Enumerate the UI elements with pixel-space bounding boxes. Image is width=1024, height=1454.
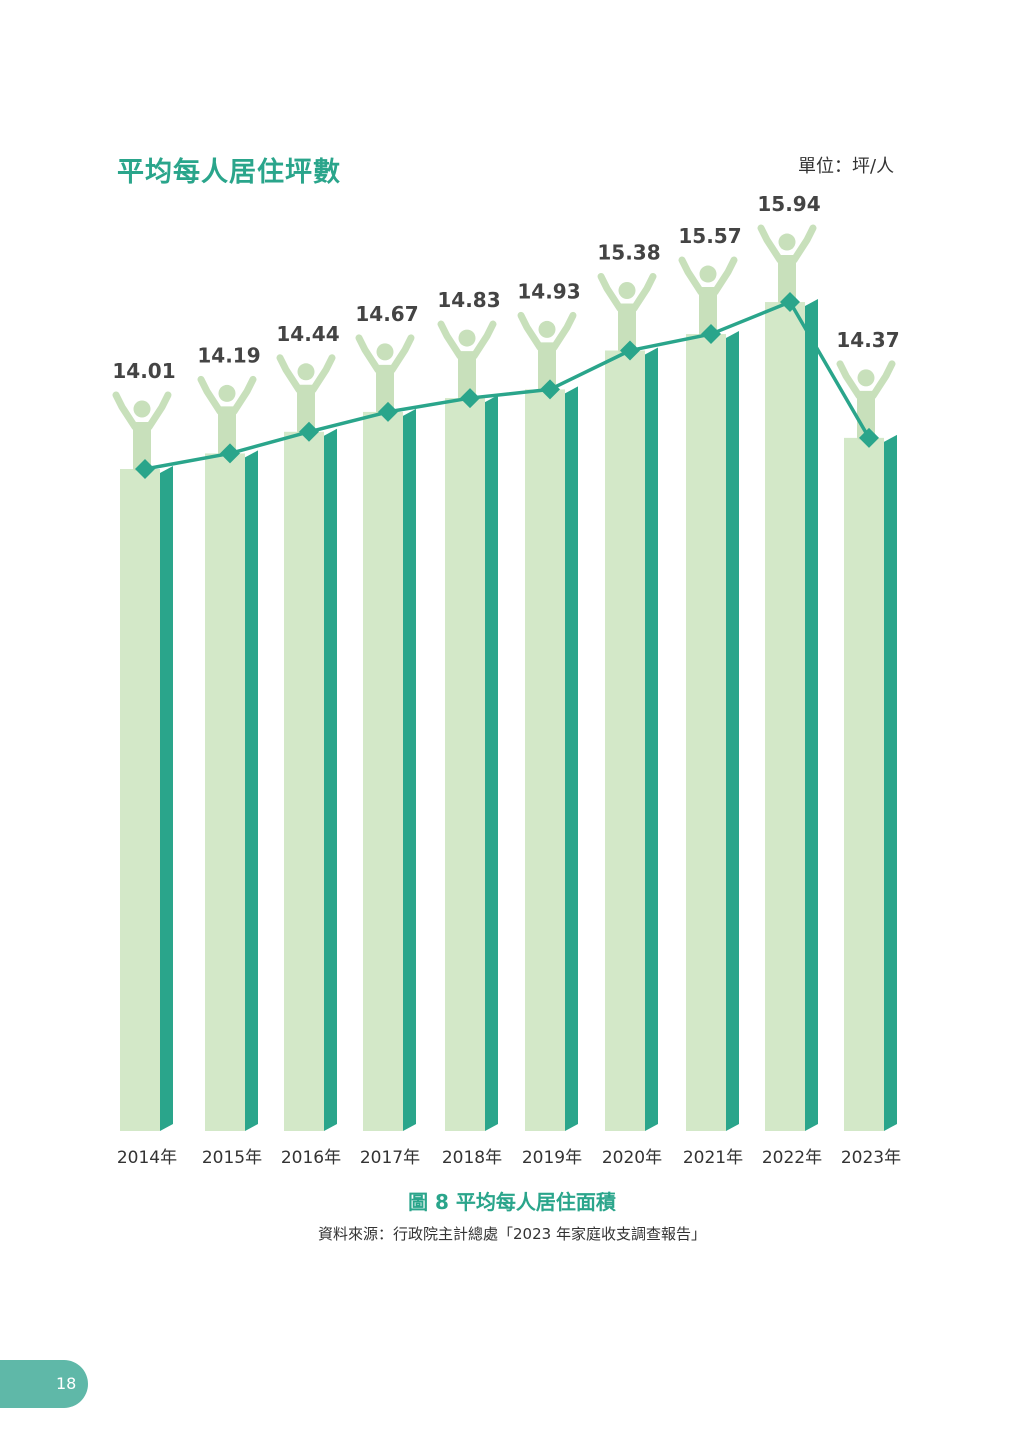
bar-2018年 <box>445 398 485 1131</box>
person-icon-body <box>458 351 476 401</box>
series-line <box>144 300 871 471</box>
person-icon <box>538 320 556 338</box>
line-marker-diamond <box>701 324 721 345</box>
person-icon-body <box>297 384 315 434</box>
person-icon-arm-left <box>112 391 139 431</box>
bar-2015年 <box>205 453 245 1131</box>
person-icon-body <box>618 303 636 353</box>
person-icon <box>133 400 151 418</box>
person-icon <box>297 363 315 381</box>
person-icon-body <box>133 422 151 471</box>
person-icon-arm-left <box>276 354 303 394</box>
person-icon-arm-right <box>550 311 577 351</box>
person-icon-body <box>218 406 236 456</box>
line-marker-diamond <box>780 292 800 313</box>
person-icon-arm-right <box>388 334 415 374</box>
page-number-tab <box>0 1360 88 1408</box>
person-icon-arm-right <box>230 375 257 415</box>
line-marker-diamond <box>540 379 560 400</box>
x-tick-label: 2022年 <box>762 1148 822 1168</box>
person-icon <box>699 265 717 283</box>
page-number: 18 <box>56 1374 77 1393</box>
data-label: 14.93 <box>517 279 580 303</box>
person-icon-arm-right <box>711 256 738 296</box>
person-icon-arm-left <box>678 256 705 296</box>
person-icon <box>218 384 236 402</box>
bar-side-2021年 <box>726 331 739 1131</box>
figure-caption: 圖 8 平均每人居住面積 <box>408 1190 616 1214</box>
x-tick-label: 2023年 <box>841 1148 901 1168</box>
person-icon-arm-right <box>145 391 172 431</box>
data-label: 15.94 <box>757 192 820 216</box>
bar-side-2014年 <box>160 466 173 1131</box>
person-icon-body <box>699 287 717 337</box>
bar-2022年 <box>765 302 805 1131</box>
person-icon-arm-right <box>790 224 817 264</box>
data-label: 14.01 <box>112 359 175 383</box>
person-icon-arm-left <box>757 224 784 264</box>
bar-side-2019年 <box>565 386 578 1131</box>
person-icon-body <box>778 255 796 305</box>
data-label: 14.37 <box>836 328 899 352</box>
bar-2017年 <box>363 411 403 1131</box>
person-icon <box>376 343 394 361</box>
bar-side-2017年 <box>403 408 416 1131</box>
x-tick-label: 2016年 <box>281 1148 341 1168</box>
x-tick-label: 2017年 <box>360 1148 420 1168</box>
line-marker-diamond <box>859 427 879 448</box>
x-tick-label: 2021年 <box>683 1148 743 1168</box>
x-tick-label: 2018年 <box>442 1148 502 1168</box>
person-icon-arm-right <box>869 360 896 400</box>
chart-title: 平均每人居住坪數 <box>117 157 341 188</box>
person-icon-arm-left <box>836 360 863 400</box>
data-label: 15.57 <box>678 224 741 248</box>
person-icon-body <box>376 364 394 414</box>
bar-side-2023年 <box>884 434 897 1131</box>
x-tick-label: 2015年 <box>202 1148 262 1168</box>
unit-label: 單位：坪/人 <box>798 156 895 177</box>
person-icon-arm-right <box>309 354 336 394</box>
data-label: 14.44 <box>276 322 339 346</box>
person-icon <box>778 233 796 251</box>
person-icon-arm-left <box>197 375 224 415</box>
data-label: 14.83 <box>437 288 500 312</box>
bar-2014年 <box>120 469 160 1131</box>
bar-2021年 <box>686 334 726 1131</box>
person-icon <box>857 369 875 387</box>
person-icon-arm-right <box>470 320 497 360</box>
person-icon-arm-left <box>517 311 544 351</box>
person-icon-arm-right <box>630 272 657 312</box>
bar-2023年 <box>844 437 884 1131</box>
x-tick-label: 2019年 <box>522 1148 582 1168</box>
person-icon-body <box>538 342 556 392</box>
person-icon-arm-left <box>437 320 464 360</box>
data-label: 15.38 <box>597 240 660 264</box>
person-icon <box>618 281 636 299</box>
bar-side-2016年 <box>324 428 337 1131</box>
line-marker-diamond <box>135 459 155 479</box>
line-marker-diamond <box>460 388 480 409</box>
bar-2020年 <box>605 350 645 1131</box>
bar-side-2015年 <box>245 450 258 1131</box>
bar-side-2022年 <box>805 299 818 1131</box>
bar-2016年 <box>284 431 324 1131</box>
x-tick-label: 2014年 <box>117 1148 177 1168</box>
person-icon-arm-left <box>355 334 382 374</box>
source-note: 資料來源：行政院主計總處「2023 年家庭收支調查報告」 <box>318 1225 706 1243</box>
x-tick-label: 2020年 <box>602 1148 662 1168</box>
data-label: 14.67 <box>355 302 418 326</box>
line-marker-diamond <box>220 443 240 464</box>
line-marker-diamond <box>620 340 640 361</box>
bar-chart: 14.01 2014年 14.19 2015年 14.44 2016年 14.67 2017年… <box>112 192 901 1168</box>
data-label: 14.19 <box>197 343 260 367</box>
bar-side-2018年 <box>485 395 498 1131</box>
line-marker-diamond <box>378 401 398 422</box>
person-icon <box>458 329 476 347</box>
bar-side-2020年 <box>645 347 658 1131</box>
line-marker-diamond <box>299 421 319 442</box>
bar-2019年 <box>525 389 565 1131</box>
person-icon-arm-left <box>597 272 624 312</box>
